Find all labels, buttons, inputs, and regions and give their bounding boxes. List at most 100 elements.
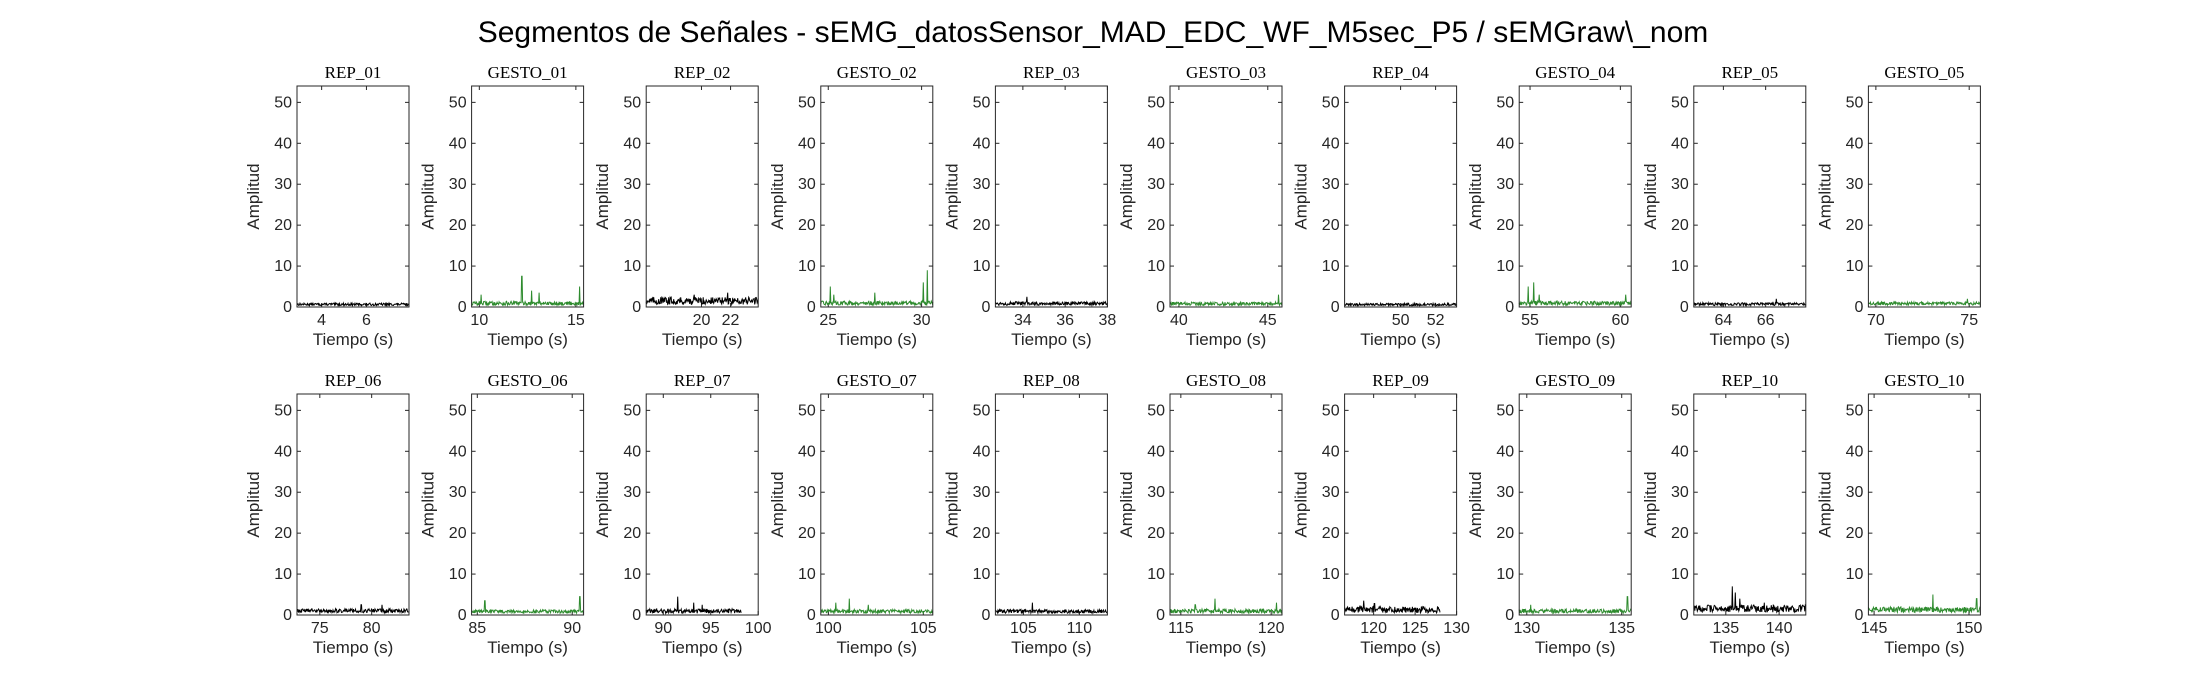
y-axis-label: Amplitud bbox=[1815, 163, 1834, 229]
y-tick-label: 30 bbox=[1496, 484, 1514, 501]
axes-frame bbox=[1169, 85, 1283, 308]
y-tick-label: 30 bbox=[449, 176, 467, 193]
y-tick-label: 0 bbox=[981, 607, 990, 624]
subplot-title: REP_09 bbox=[1372, 371, 1429, 390]
axes-frame bbox=[1693, 85, 1807, 308]
y-tick-label: 20 bbox=[1496, 217, 1514, 234]
subplot-title: REP_04 bbox=[1372, 63, 1429, 82]
y-tick-label: 50 bbox=[274, 402, 292, 419]
y-tick-label: 40 bbox=[1671, 443, 1689, 460]
x-tick-label: 100 bbox=[815, 620, 842, 637]
axes-frame bbox=[471, 85, 585, 308]
x-tick-label: 70 bbox=[1867, 312, 1885, 329]
y-tick-label: 0 bbox=[1156, 607, 1165, 624]
x-axis-label: Tiempo (s) bbox=[1360, 638, 1441, 657]
x-tick-label: 105 bbox=[1010, 620, 1037, 637]
y-tick-label: 20 bbox=[973, 217, 991, 234]
subplot-title: REP_01 bbox=[325, 63, 382, 82]
y-tick-label: 30 bbox=[274, 484, 292, 501]
y-tick-label: 40 bbox=[623, 443, 641, 460]
y-tick-label: 40 bbox=[1322, 135, 1340, 152]
y-tick-label: 0 bbox=[807, 299, 816, 316]
axes-frame bbox=[994, 393, 1108, 616]
x-tick-label: 90 bbox=[654, 620, 672, 637]
x-tick-label: 36 bbox=[1056, 312, 1074, 329]
y-tick-label: 20 bbox=[973, 525, 991, 542]
subplot-title: REP_05 bbox=[1721, 63, 1778, 82]
y-tick-label: 50 bbox=[1147, 94, 1165, 111]
y-tick-label: 40 bbox=[274, 135, 292, 152]
subplot-title: GESTO_09 bbox=[1535, 371, 1615, 390]
axes-frame bbox=[1518, 393, 1632, 616]
subplot-title: REP_03 bbox=[1023, 63, 1080, 82]
x-axis-label: Tiempo (s) bbox=[662, 638, 743, 657]
subplot-title: GESTO_10 bbox=[1884, 371, 1964, 390]
x-tick-label: 30 bbox=[913, 312, 931, 329]
signal-line bbox=[1693, 586, 1807, 614]
x-tick-label: 25 bbox=[819, 312, 837, 329]
y-axis-label: Amplitud bbox=[942, 471, 961, 537]
x-tick-label: 100 bbox=[745, 620, 772, 637]
y-tick-label: 20 bbox=[798, 525, 816, 542]
signal-line bbox=[471, 596, 584, 615]
y-tick-label: 20 bbox=[1846, 525, 1864, 542]
axes-frame bbox=[1344, 85, 1458, 308]
signal-line bbox=[820, 270, 934, 308]
y-tick-label: 10 bbox=[1671, 566, 1689, 583]
axes-frame bbox=[1867, 393, 1981, 616]
y-tick-label: 30 bbox=[274, 176, 292, 193]
y-tick-label: 0 bbox=[283, 607, 292, 624]
y-tick-label: 20 bbox=[1322, 217, 1340, 234]
x-axis-label: Tiempo (s) bbox=[487, 638, 568, 657]
y-tick-label: 40 bbox=[623, 135, 641, 152]
y-tick-label: 10 bbox=[1496, 258, 1514, 275]
x-tick-label: 125 bbox=[1402, 620, 1429, 637]
y-tick-label: 30 bbox=[1846, 484, 1864, 501]
x-tick-label: 15 bbox=[567, 312, 585, 329]
y-tick-label: 30 bbox=[1671, 484, 1689, 501]
y-tick-label: 40 bbox=[798, 443, 816, 460]
y-tick-label: 50 bbox=[1671, 94, 1689, 111]
y-axis-label: Amplitud bbox=[768, 471, 787, 537]
y-tick-label: 20 bbox=[1496, 525, 1514, 542]
y-tick-label: 30 bbox=[1147, 484, 1165, 501]
y-tick-label: 10 bbox=[1846, 566, 1864, 583]
subplot-title: GESTO_07 bbox=[837, 371, 917, 390]
y-tick-label: 10 bbox=[1322, 258, 1340, 275]
x-axis-label: Tiempo (s) bbox=[1535, 330, 1616, 349]
x-tick-label: 34 bbox=[1014, 312, 1032, 329]
y-tick-label: 10 bbox=[449, 258, 467, 275]
y-tick-label: 30 bbox=[1671, 176, 1689, 193]
y-tick-label: 30 bbox=[623, 484, 641, 501]
x-tick-label: 140 bbox=[1766, 620, 1793, 637]
y-tick-label: 50 bbox=[1496, 94, 1514, 111]
y-axis-label: Amplitud bbox=[1815, 471, 1834, 537]
signal-line bbox=[296, 604, 410, 615]
y-tick-label: 50 bbox=[449, 94, 467, 111]
y-tick-label: 10 bbox=[973, 258, 991, 275]
y-tick-label: 20 bbox=[623, 525, 641, 542]
y-tick-label: 50 bbox=[1846, 402, 1864, 419]
y-tick-label: 40 bbox=[973, 135, 991, 152]
signal-line bbox=[1868, 298, 1981, 307]
x-tick-label: 45 bbox=[1259, 312, 1277, 329]
x-tick-label: 105 bbox=[910, 620, 937, 637]
signal-line bbox=[1344, 600, 1441, 615]
y-axis-label: Amplitud bbox=[1117, 471, 1136, 537]
y-tick-label: 30 bbox=[798, 176, 816, 193]
axes-frame bbox=[1169, 393, 1283, 616]
y-tick-label: 10 bbox=[973, 566, 991, 583]
y-tick-label: 40 bbox=[274, 443, 292, 460]
y-axis-label: Amplitud bbox=[593, 163, 612, 229]
y-tick-label: 50 bbox=[1147, 402, 1165, 419]
y-tick-label: 0 bbox=[807, 607, 816, 624]
y-tick-label: 30 bbox=[449, 484, 467, 501]
x-tick-label: 90 bbox=[563, 620, 581, 637]
y-tick-label: 30 bbox=[973, 484, 991, 501]
subplot-title: REP_08 bbox=[1023, 371, 1080, 390]
y-axis-label: Amplitud bbox=[244, 471, 263, 537]
